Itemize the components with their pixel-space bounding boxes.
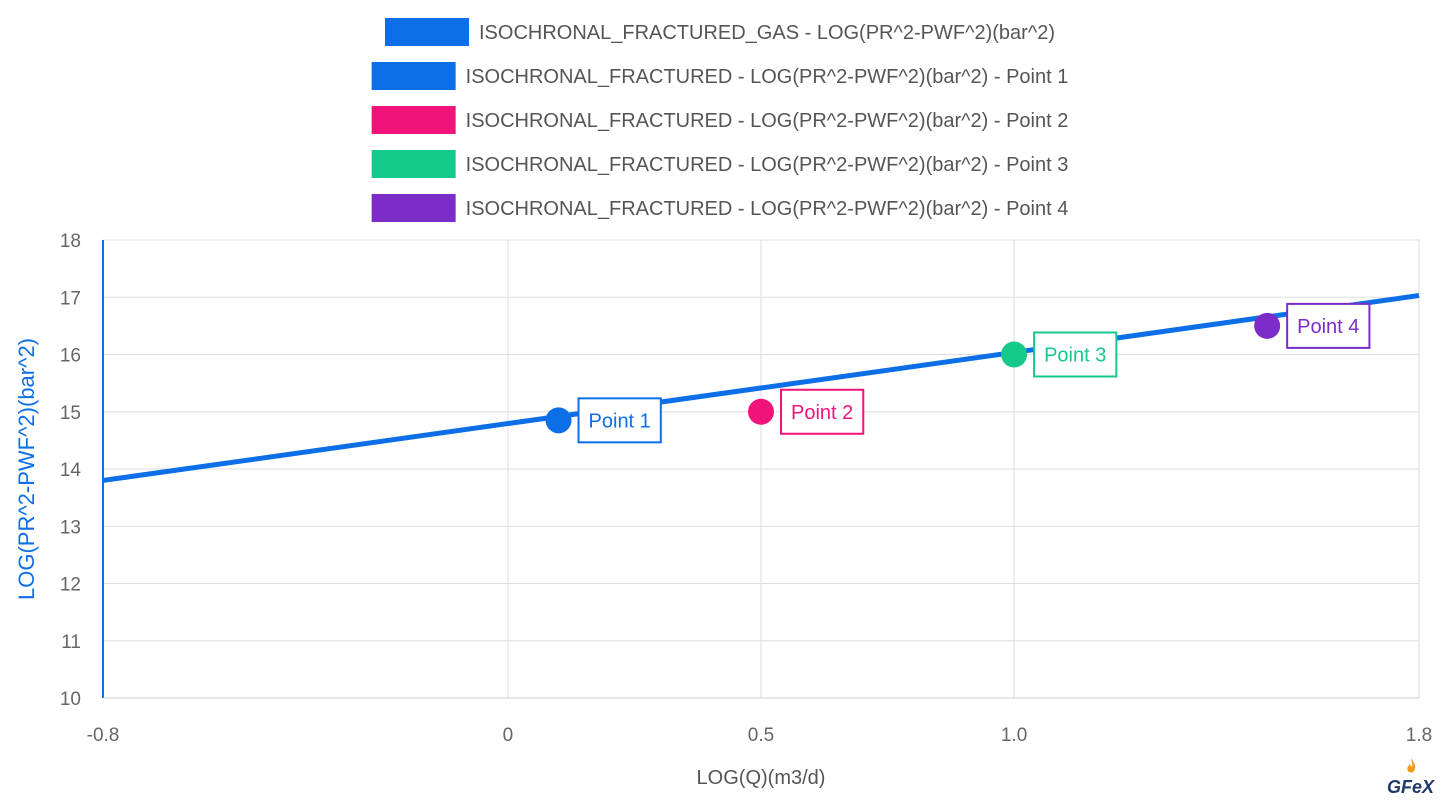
grid xyxy=(102,239,1420,699)
legend-item[interactable]: ISOCHRONAL_FRACTURED - LOG(PR^2-PWF^2)(b… xyxy=(371,194,1069,222)
x-axis-title: LOG(Q)(m3/d) xyxy=(697,767,826,789)
x-tick-label: 1.0 xyxy=(1001,725,1027,746)
annotation-label: Point 1 xyxy=(589,410,651,432)
legend-item[interactable]: ISOCHRONAL_FRACTURED - LOG(PR^2-PWF^2)(b… xyxy=(371,62,1069,90)
plot-area: Point 1 Point 2 Point 3 Point 4 xyxy=(102,293,1420,483)
y-tick-label: 12 xyxy=(60,575,81,596)
data-point[interactable] xyxy=(545,407,572,434)
legend-label: ISOCHRONAL_FRACTURED - LOG(PR^2-PWF^2)(b… xyxy=(466,198,1069,220)
data-point[interactable] xyxy=(1001,341,1028,368)
x-tick-label: -0.8 xyxy=(87,725,120,746)
annotation-box xyxy=(1033,331,1118,378)
gfex-logo: GFeX xyxy=(1383,758,1437,798)
point-annotation: Point 3 xyxy=(1033,331,1118,378)
axes: 10 11 12 13 14 15 16 17 18 -0.8 0 0.5 1.0 1.8 xyxy=(60,231,1432,746)
y-axis-title: LOG(PR^2-PWF^2)(bar^2) xyxy=(14,338,39,600)
y-tick-label: 13 xyxy=(60,517,81,538)
series-line xyxy=(102,293,1420,483)
y-tick-label: 10 xyxy=(60,689,81,710)
annotation-label: Point 2 xyxy=(791,402,853,424)
point-annotation: Point 2 xyxy=(780,388,865,435)
legend-swatch xyxy=(371,62,456,90)
annotation-box xyxy=(1286,302,1371,349)
y-tick-label: 15 xyxy=(60,403,81,424)
legend-item[interactable]: ISOCHRONAL_FRACTURED_GAS - LOG(PR^2-PWF^… xyxy=(384,18,1055,46)
legend-swatch xyxy=(371,150,456,178)
annotation-box xyxy=(780,388,865,435)
y-tick-label: 14 xyxy=(60,460,82,481)
annotation-label: Point 3 xyxy=(1044,345,1106,367)
y-tick-label: 16 xyxy=(60,346,81,367)
data-point[interactable] xyxy=(748,398,774,425)
annotation-label: Point 4 xyxy=(1297,316,1359,338)
legend-item[interactable]: ISOCHRONAL_FRACTURED - LOG(PR^2-PWF^2)(b… xyxy=(371,106,1069,134)
y-tick-label: 18 xyxy=(60,231,81,252)
x-tick-label: 0 xyxy=(503,725,514,746)
legend-swatch xyxy=(384,18,469,46)
y-tick-label: 17 xyxy=(60,288,81,309)
legend-item[interactable]: ISOCHRONAL_FRACTURED - LOG(PR^2-PWF^2)(b… xyxy=(371,150,1069,178)
point-annotation: Point 1 xyxy=(577,397,662,444)
legend-label: ISOCHRONAL_FRACTURED_GAS - LOG(PR^2-PWF^… xyxy=(479,22,1055,44)
legend-label: ISOCHRONAL_FRACTURED - LOG(PR^2-PWF^2)(b… xyxy=(466,154,1069,176)
x-tick-label: 0.5 xyxy=(748,725,774,746)
logo-text: GFeX xyxy=(1387,777,1435,797)
legend-label: ISOCHRONAL_FRACTURED - LOG(PR^2-PWF^2)(b… xyxy=(466,66,1069,88)
flame-icon xyxy=(1407,758,1416,773)
legend-label: ISOCHRONAL_FRACTURED - LOG(PR^2-PWF^2)(b… xyxy=(466,110,1069,132)
point-annotation: Point 4 xyxy=(1286,302,1371,349)
legend-swatch xyxy=(371,194,456,222)
data-point[interactable] xyxy=(1254,312,1281,339)
legend-swatch xyxy=(371,106,456,134)
y-tick-label: 11 xyxy=(61,632,81,653)
x-tick-label: 1.8 xyxy=(1406,725,1432,746)
legend: ISOCHRONAL_FRACTURED_GAS - LOG(PR^2-PWF^… xyxy=(371,18,1069,222)
annotation-box xyxy=(577,397,662,444)
